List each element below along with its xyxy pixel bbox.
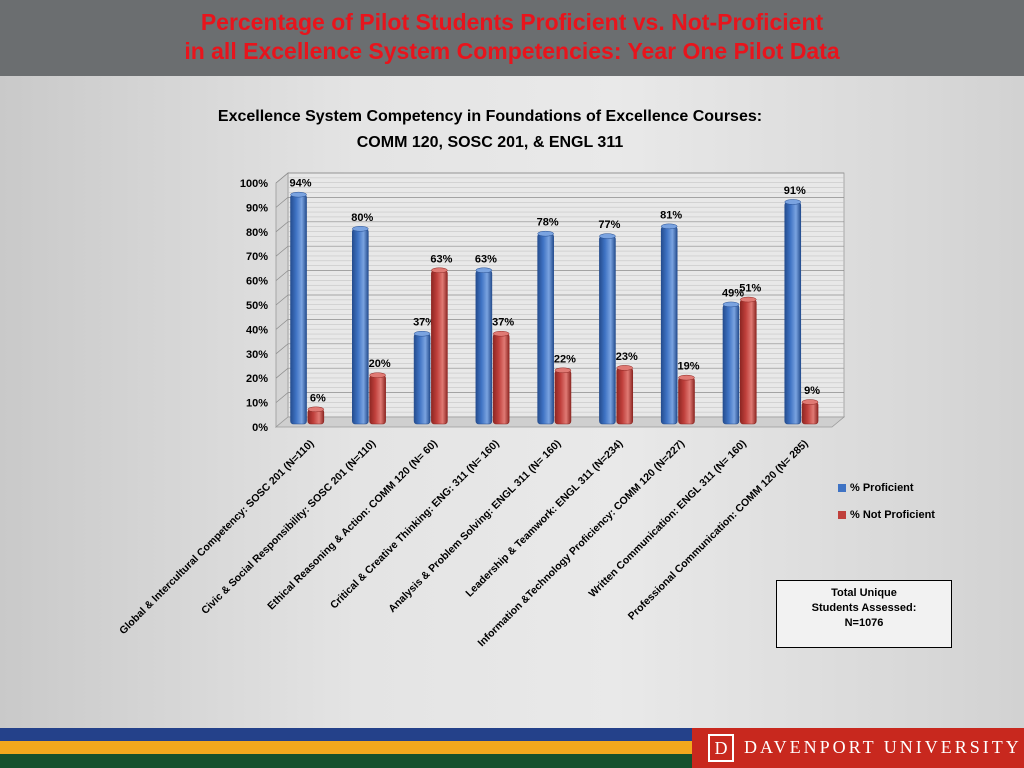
data-label-not-proficient: 63%: [430, 253, 452, 265]
bar-cap-not-proficient: [369, 372, 386, 378]
data-label-not-proficient: 20%: [369, 358, 391, 370]
data-label-proficient: 37%: [413, 317, 435, 329]
data-label-proficient: 77%: [598, 219, 620, 231]
legend-swatch-proficient: [838, 484, 846, 492]
legend-label-proficient: % Proficient: [850, 482, 914, 494]
y-tick-label: 30%: [246, 349, 268, 361]
university-name: DAVENPORT UNIVERSITY: [744, 737, 1022, 757]
legend-item-proficient: % Proficient: [838, 481, 935, 495]
bar-not-proficient: [801, 401, 819, 425]
bar-not-proficient: [431, 269, 448, 425]
bar-proficient: [784, 201, 802, 425]
plot-area: 0% 10% 20% 30% 40% 50% 60% 70% 80% 90% 100% 94% 80% 3…: [117, 172, 846, 650]
y-tick-label: 20%: [246, 373, 268, 385]
data-label-not-proficient: 6%: [310, 392, 326, 404]
y-tick-label: 50%: [246, 300, 268, 312]
bar-cap-proficient: [413, 330, 431, 337]
gridline: [275, 197, 844, 208]
bar-cap-not-proficient: [678, 374, 695, 381]
data-label-not-proficient: 23%: [616, 351, 638, 363]
bar-proficient: [599, 235, 616, 425]
total-box-line1: Total Unique: [831, 587, 897, 599]
bar-cap-proficient: [537, 230, 554, 237]
bar-cap-not-proficient: [740, 296, 757, 303]
y-tick-label: 0%: [252, 422, 268, 434]
y-tick-label: 40%: [246, 324, 268, 336]
chart-title-line2: COMM 120, SOSC 201, & ENGL 311: [357, 134, 624, 151]
university-logo-icon: D: [708, 734, 734, 762]
bar-cap-proficient: [784, 199, 802, 205]
slide-title: Percentage of Pilot Students Proficient …: [184, 9, 840, 64]
y-tick-label: 90%: [246, 202, 268, 214]
data-label-proficient: 81%: [660, 209, 682, 221]
data-label-not-proficient: 19%: [677, 361, 699, 373]
bar-proficient: [475, 269, 493, 425]
legend-swatch-not-proficient: [838, 511, 846, 519]
bar-cap-not-proficient: [616, 365, 633, 371]
data-label-proficient: 91%: [784, 185, 806, 197]
gridline: [275, 392, 844, 403]
data-label-proficient: 78%: [537, 217, 559, 229]
bar-not-proficient: [492, 333, 510, 425]
y-tick-label: 80%: [246, 227, 268, 239]
chart-title-line1: Excellence System Competency in Foundati…: [218, 108, 762, 125]
gridline: [275, 270, 844, 281]
gridline: [275, 367, 844, 379]
bar-proficient: [660, 226, 678, 425]
bar-cap-proficient: [290, 191, 307, 198]
bar-not-proficient: [678, 377, 695, 425]
gridline: [275, 172, 844, 184]
bar-not-proficient: [616, 367, 634, 425]
data-label-not-proficient: 22%: [554, 353, 576, 365]
y-tick-label: 70%: [246, 251, 268, 263]
gridline: [275, 245, 844, 257]
data-label-proficient: 80%: [351, 212, 373, 224]
total-students-box: Total Unique Students Assessed: N=1076: [776, 580, 952, 648]
gridline: [275, 221, 844, 233]
gridline: [275, 294, 844, 306]
bar-cap-not-proficient: [307, 406, 325, 413]
bar-cap-proficient: [660, 223, 678, 230]
gridline: [275, 343, 844, 355]
y-tick-label: 100%: [240, 178, 268, 190]
bar-cap-proficient: [599, 233, 616, 239]
bar-proficient: [290, 194, 307, 425]
data-label-not-proficient: 51%: [739, 283, 761, 295]
data-label-not-proficient: 9%: [804, 385, 820, 397]
bar-cap-not-proficient: [431, 267, 448, 274]
bar-proficient: [352, 228, 369, 425]
data-label-proficient: 49%: [722, 287, 744, 299]
bar-cap-not-proficient: [492, 330, 510, 337]
data-label-proficient: 63%: [475, 253, 497, 265]
bar-cap-not-proficient: [554, 367, 572, 374]
total-box-line2: Students Assessed:: [811, 602, 917, 614]
legend-label-not-proficient: % Not Proficient: [850, 509, 935, 521]
bar-not-proficient: [554, 370, 572, 425]
bar-cap-proficient: [722, 301, 740, 308]
x-tick-label: Information &Technology Proficiency: COM…: [476, 438, 688, 650]
bar-not-proficient: [739, 299, 757, 425]
bar-not-proficient: [369, 374, 386, 425]
y-tick-label: 10%: [246, 398, 268, 410]
bar-cap-not-proficient: [801, 399, 819, 405]
data-label-proficient: 94%: [290, 178, 312, 190]
slide-header: Percentage of Pilot Students Proficient …: [0, 0, 1024, 76]
legend-item-not-proficient: % Not Proficient: [838, 508, 935, 522]
data-label-not-proficient: 37%: [492, 317, 514, 329]
gridline: [275, 319, 844, 330]
bar-proficient: [413, 333, 431, 425]
total-box-line3: N=1076: [844, 617, 884, 629]
university-branding: [692, 728, 1024, 768]
y-tick-label: 60%: [246, 276, 268, 288]
bar-proficient: [537, 233, 554, 425]
bar-cap-proficient: [352, 226, 369, 232]
bar-proficient: [722, 304, 740, 425]
bar-cap-proficient: [475, 267, 493, 274]
chart-legend: % Proficient % Not Proficient: [838, 481, 935, 535]
